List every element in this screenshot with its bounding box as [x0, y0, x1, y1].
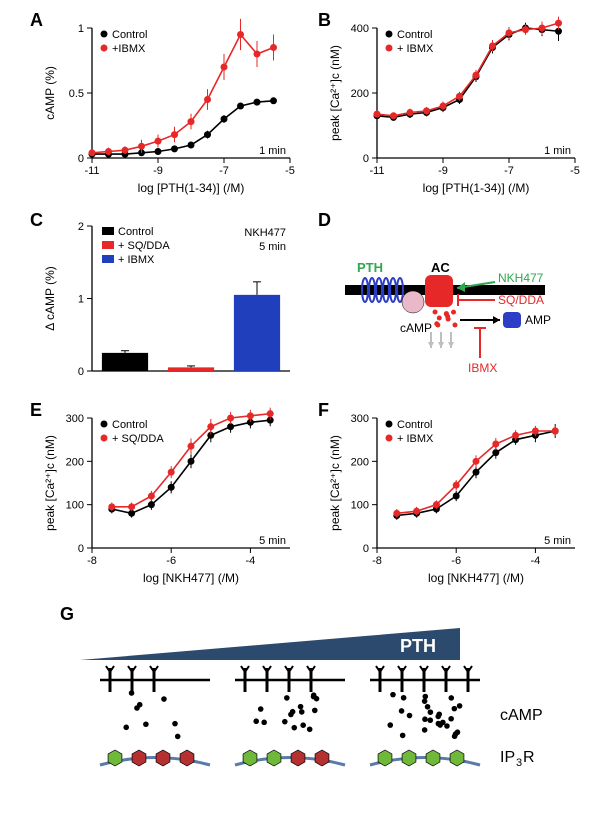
svg-text:+ IBMX: + IBMX [118, 254, 155, 266]
svg-text:Control: Control [112, 419, 147, 431]
svg-text:log [NKH477] (/M): log [NKH477] (/M) [428, 571, 524, 585]
svg-text:SQ/DDA: SQ/DDA [498, 293, 544, 307]
svg-text:AMP: AMP [525, 313, 551, 327]
diagram-g: PTH cAMP IP3R [60, 620, 560, 820]
svg-text:peak [Ca²⁺]c (nM): peak [Ca²⁺]c (nM) [328, 435, 342, 531]
svg-text:-11: -11 [369, 165, 384, 177]
svg-text:0.5: 0.5 [69, 88, 84, 100]
svg-text:200: 200 [351, 88, 369, 100]
svg-text:log [PTH(1-34)] (/M): log [PTH(1-34)] (/M) [423, 181, 530, 195]
svg-text:cAMP (%): cAMP (%) [43, 66, 57, 120]
svg-text:NKH477: NKH477 [498, 271, 544, 285]
svg-text:-7: -7 [504, 165, 514, 177]
chart-e: -8 -6 -4 0 100 200 300 log [NKH477] (/M) peak [C… [40, 408, 300, 588]
svg-text:peak [Ca²⁺]c (nM): peak [Ca²⁺]c (nM) [43, 435, 57, 531]
svg-text:1: 1 [78, 23, 84, 35]
svg-text:200: 200 [351, 456, 369, 468]
chart-b: -11 -9 -7 -5 0 200 400 log [PTH(1-34)] (/M) peak… [325, 18, 585, 198]
diagram-d: PTH AC NKH477 SQ/DDA cAMP AMP IBMX [335, 240, 585, 380]
svg-text:2: 2 [78, 221, 84, 233]
svg-text:-8: -8 [87, 555, 97, 567]
chart-f: -8 -6 -4 0 100 200 300 log [NKH477] (/M) peak [C… [325, 408, 585, 588]
svg-text:5 min: 5 min [544, 535, 571, 547]
svg-text:-6: -6 [166, 555, 176, 567]
svg-text:log [PTH(1-34)] (/M): log [PTH(1-34)] (/M) [138, 181, 245, 195]
svg-text:peak [Ca²⁺]c (nM): peak [Ca²⁺]c (nM) [328, 45, 342, 141]
svg-text:200: 200 [66, 456, 84, 468]
svg-text:300: 300 [351, 413, 369, 425]
svg-text:1 min: 1 min [259, 145, 286, 157]
svg-text:-9: -9 [438, 165, 448, 177]
svg-text:PTH: PTH [357, 260, 383, 275]
svg-text:300: 300 [66, 413, 84, 425]
svg-text:cAMP: cAMP [500, 707, 543, 724]
svg-text:log [NKH477] (/M): log [NKH477] (/M) [143, 571, 239, 585]
svg-text:R: R [523, 749, 535, 766]
svg-text:-5: -5 [570, 165, 580, 177]
svg-text:-8: -8 [372, 555, 382, 567]
svg-text:-4: -4 [246, 555, 256, 567]
svg-text:-4: -4 [531, 555, 541, 567]
chart-c: 0 1 2 Δ cAMP (%) Control + SQ/DDA + IBMX NKH477… [40, 216, 300, 391]
svg-text:Control: Control [397, 419, 432, 431]
svg-text:+IBMX: +IBMX [112, 43, 146, 55]
svg-text:-11: -11 [84, 165, 99, 177]
svg-text:PTH: PTH [400, 636, 436, 656]
svg-text:+ SQ/DDA: + SQ/DDA [112, 433, 164, 445]
svg-text:0: 0 [78, 366, 84, 378]
svg-text:NKH477: NKH477 [244, 227, 286, 239]
svg-text:0: 0 [78, 543, 84, 555]
svg-text:IP: IP [500, 749, 515, 766]
svg-text:Δ cAMP (%): Δ cAMP (%) [43, 266, 57, 330]
svg-text:+ IBMX: + IBMX [397, 433, 434, 445]
svg-text:400: 400 [351, 23, 369, 35]
svg-text:Control: Control [118, 226, 153, 238]
svg-text:-6: -6 [451, 555, 461, 567]
svg-text:0: 0 [363, 153, 369, 165]
svg-text:Control: Control [397, 29, 432, 41]
svg-text:Control: Control [112, 29, 147, 41]
svg-text:5 min: 5 min [259, 241, 286, 253]
svg-text:-9: -9 [153, 165, 163, 177]
svg-text:1: 1 [78, 294, 84, 306]
svg-text:3: 3 [516, 757, 522, 769]
svg-text:5 min: 5 min [259, 535, 286, 547]
svg-text:100: 100 [351, 500, 369, 512]
svg-text:100: 100 [66, 500, 84, 512]
svg-text:1 min: 1 min [544, 145, 571, 157]
chart-a: -11 -9 -7 -5 0 0.5 1 log [PTH(1-34)] (/M) cAMP (… [40, 18, 300, 198]
svg-text:cAMP: cAMP [400, 321, 432, 335]
svg-text:AC: AC [431, 260, 450, 275]
svg-text:-7: -7 [219, 165, 229, 177]
panel-label-d: D [318, 210, 331, 231]
svg-text:-5: -5 [285, 165, 295, 177]
svg-text:IBMX: IBMX [468, 361, 497, 375]
svg-text:+ SQ/DDA: + SQ/DDA [118, 240, 170, 252]
svg-text:0: 0 [363, 543, 369, 555]
svg-text:+ IBMX: + IBMX [397, 43, 434, 55]
svg-text:0: 0 [78, 153, 84, 165]
